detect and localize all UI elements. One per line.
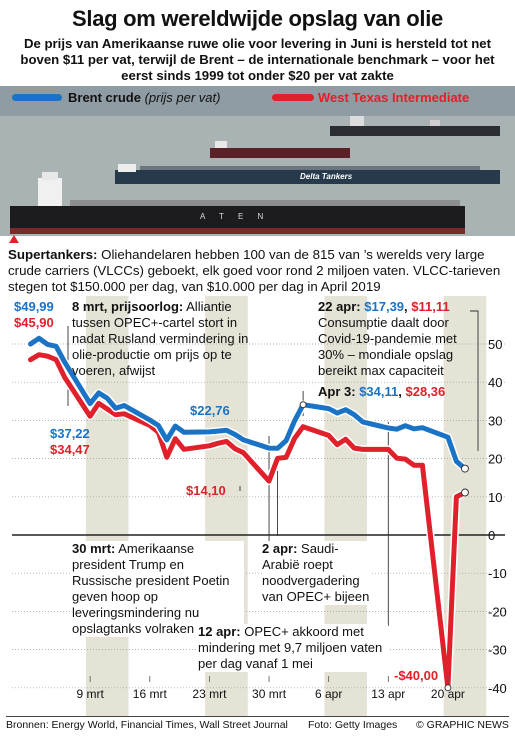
y-tick-label: 20 <box>488 452 502 467</box>
wti-end-point <box>460 488 469 497</box>
footer-photo-credit: Foto: Getty Images <box>308 719 398 731</box>
annotation-22apr-text: Consumptie daalt door Covid-19-pandemie … <box>318 315 457 378</box>
footer-rule <box>6 716 509 717</box>
annotation-3apr-wti: $28,36 <box>405 384 446 399</box>
annotation-8mrt-text: Alliantie tussen OPEC+-cartel stort in n… <box>72 299 249 378</box>
annotation-3apr: Apr 3: $34,11, $28,36 <box>318 384 445 400</box>
footer-sources: Bronnen: Energy World, Financial Times, … <box>6 719 288 731</box>
wti-legend: West Texas Intermediate <box>318 90 469 105</box>
brent-series-line <box>28 335 468 472</box>
x-tick-label: 23 mrt <box>192 687 227 701</box>
y-tick-label: 10 <box>488 490 502 505</box>
wti-legend-label: West Texas Intermediate <box>318 90 470 105</box>
week-band <box>85 296 129 716</box>
annotation-3apr-sep: , <box>398 384 402 399</box>
page-title: Slag om wereldwijde opslag van olie <box>72 6 443 31</box>
annotation-30mrt-text: Amerikaanse president Trump en Russische… <box>72 541 230 636</box>
annotation-30mrt-head: 30 mrt: <box>72 541 116 556</box>
brent-legend: Brent crude (prijs per vat) <box>68 90 220 105</box>
brent-start-value: $49,99 <box>14 299 54 314</box>
annotation-22apr-wti: $11,11 <box>411 299 450 314</box>
annotation-12apr-head: 12 apr: <box>198 624 241 639</box>
annotation-2apr-text: Saudi-Arabië roept noodvergadering van O… <box>262 541 370 604</box>
x-tick-label: 30 mrt <box>252 687 287 701</box>
wti-min-point <box>444 684 452 692</box>
y-tick-label: -20 <box>488 604 507 619</box>
y-tick-label: -10 <box>488 566 507 581</box>
annotation-22apr-head: 22 apr: <box>318 299 361 314</box>
x-tick-label: 16 mrt <box>133 687 168 701</box>
x-tick-label: 20 apr <box>431 687 465 701</box>
supertankers-note: Supertankers: Oliehandelaren hebben 100 … <box>8 247 511 295</box>
x-tick-label: 9 mrt <box>76 687 104 701</box>
annotation-connector <box>470 310 479 451</box>
tanker-illustration <box>0 86 515 236</box>
wti-series-line <box>28 352 468 691</box>
y-tick-label: -30 <box>488 643 507 658</box>
y-tick-labels: 50 40 30 20 10 0 -10 -20 -30 -40 <box>488 337 507 696</box>
series-lines <box>26 334 469 692</box>
annotation-2apr-head: 2 apr: <box>262 541 298 556</box>
wti-min-value: -$40,00 <box>394 668 439 683</box>
ship-name-label: Delta Tankers <box>300 172 353 181</box>
annotation-12apr-text: OPEC+ akkoord met mindering met 9,7 milj… <box>198 624 383 671</box>
brent-9mrt-value: $37,22 <box>50 426 90 441</box>
x-tick-labels: 9 mrt 16 mrt 23 mrt 30 mrt 6 apr 13 apr 20 apr <box>76 676 465 701</box>
y-tick-label: -40 <box>488 681 507 696</box>
wti-legend-swatch <box>272 94 314 101</box>
photo-marker-icon <box>9 235 19 243</box>
y-tick-label: 30 <box>488 413 502 428</box>
y-tick-label: 40 <box>488 375 502 390</box>
brent-legend-note: (prijs per vat) <box>144 90 221 105</box>
footer-copyright: © GRAPHIC NEWS <box>416 719 509 731</box>
annotation-8mrt-head: 8 mrt, prijsoorlog: <box>72 299 184 314</box>
tanker-photo: Delta Tankers A T E N <box>0 86 515 236</box>
annotation-3apr-head: Apr 3: <box>318 384 356 399</box>
hull-lettering: A T E N <box>200 212 270 221</box>
annotation-3apr-brent: $34,11 <box>359 384 399 399</box>
wti-start-value: $45,90 <box>14 315 54 330</box>
brent-mid-value: $22,76 <box>190 403 230 418</box>
brent-legend-label: Brent crude <box>68 90 141 105</box>
supertankers-text: Oliehandelaren hebben 100 van de 815 van… <box>8 247 501 294</box>
brent-end-point <box>460 464 469 473</box>
x-tick-label: 13 apr <box>371 687 405 701</box>
annotation-22apr-brent: $17,39 <box>364 299 405 314</box>
wti-low-value: $14,10 <box>186 483 226 498</box>
annotation-22apr-sep: , <box>404 299 408 314</box>
annotation-12apr: 12 apr: OPEC+ akkoord met mindering met … <box>198 624 388 672</box>
annotation-30mrt: 30 mrt: Amerikaanse president Trump en R… <box>72 541 244 637</box>
brent-legend-swatch <box>12 94 62 101</box>
y-tick-label: 0 <box>488 528 495 543</box>
annotation-8mrt: 8 mrt, prijsoorlog: Alliantie tussen OPE… <box>72 299 252 379</box>
x-tick-label: 6 apr <box>315 687 342 701</box>
annotation-22apr: 22 apr: $17,39, $11,11 Consumptie daalt … <box>318 299 478 379</box>
wti-9mrt-value: $34,47 <box>50 442 90 457</box>
y-tick-label: 50 <box>488 337 502 352</box>
supertankers-lead: Supertankers: <box>8 247 98 262</box>
annotation-2apr: 2 apr: Saudi-Arabië roept noodvergaderin… <box>262 541 372 605</box>
page-subtitle: De prijs van Amerikaanse ruwe olie voor … <box>20 36 495 83</box>
brent-3apr-point <box>299 401 307 409</box>
